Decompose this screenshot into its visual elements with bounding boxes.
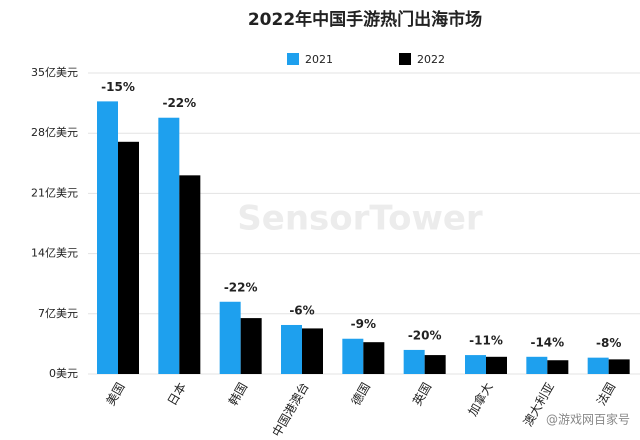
x-tick-label: 法国 <box>594 380 618 408</box>
bar <box>608 359 630 374</box>
change-label: -9% <box>351 317 376 331</box>
bar <box>342 338 364 374</box>
legend-label: 2022 <box>417 53 445 66</box>
x-tick-label: 中国港澳台 <box>269 380 312 436</box>
x-tick-label: 日本 <box>165 380 189 408</box>
bar <box>240 318 262 374</box>
change-label: -22% <box>224 280 258 294</box>
y-tick-label: 35亿美元 <box>31 66 78 79</box>
y-tick-label: 28亿美元 <box>31 126 78 139</box>
change-label: -14% <box>530 335 564 349</box>
x-tick-label: 美国 <box>103 380 127 408</box>
y-tick-label: 21亿美元 <box>31 186 78 199</box>
source-mark: @游戏网百家号 <box>546 412 630 427</box>
bar <box>97 101 118 374</box>
change-label: -8% <box>596 336 621 350</box>
y-tick-label: 7亿美元 <box>38 307 78 320</box>
bar <box>486 356 507 374</box>
bar <box>403 349 425 374</box>
chart-title: 2022年中国手游热门出海市场 <box>248 9 482 30</box>
change-label: -22% <box>162 96 196 110</box>
x-tick-label: 德国 <box>348 380 373 408</box>
bar <box>547 360 569 374</box>
bar <box>219 301 241 374</box>
bar <box>118 141 139 374</box>
change-label: -11% <box>469 334 503 348</box>
bar <box>424 355 446 374</box>
bar <box>526 356 548 374</box>
x-tick-label: 英国 <box>410 380 434 408</box>
change-label: -6% <box>289 303 314 317</box>
legend-label: 2021 <box>305 53 333 66</box>
bar <box>158 117 180 374</box>
x-tick-label: 韩国 <box>225 380 250 408</box>
bar <box>179 175 201 374</box>
watermark: SensorTower <box>237 199 483 239</box>
legend-swatch <box>399 53 411 65</box>
change-label: -15% <box>101 80 135 94</box>
bar <box>281 324 302 374</box>
y-tick-label: 0美元 <box>49 367 78 380</box>
bar <box>302 328 323 374</box>
bar <box>465 355 486 374</box>
y-tick-label: 14亿美元 <box>31 247 78 260</box>
x-tick-label: 加拿大 <box>465 380 496 419</box>
legend-swatch <box>287 53 299 65</box>
bar <box>587 357 609 374</box>
bar <box>363 342 385 374</box>
change-label: -20% <box>408 328 442 342</box>
